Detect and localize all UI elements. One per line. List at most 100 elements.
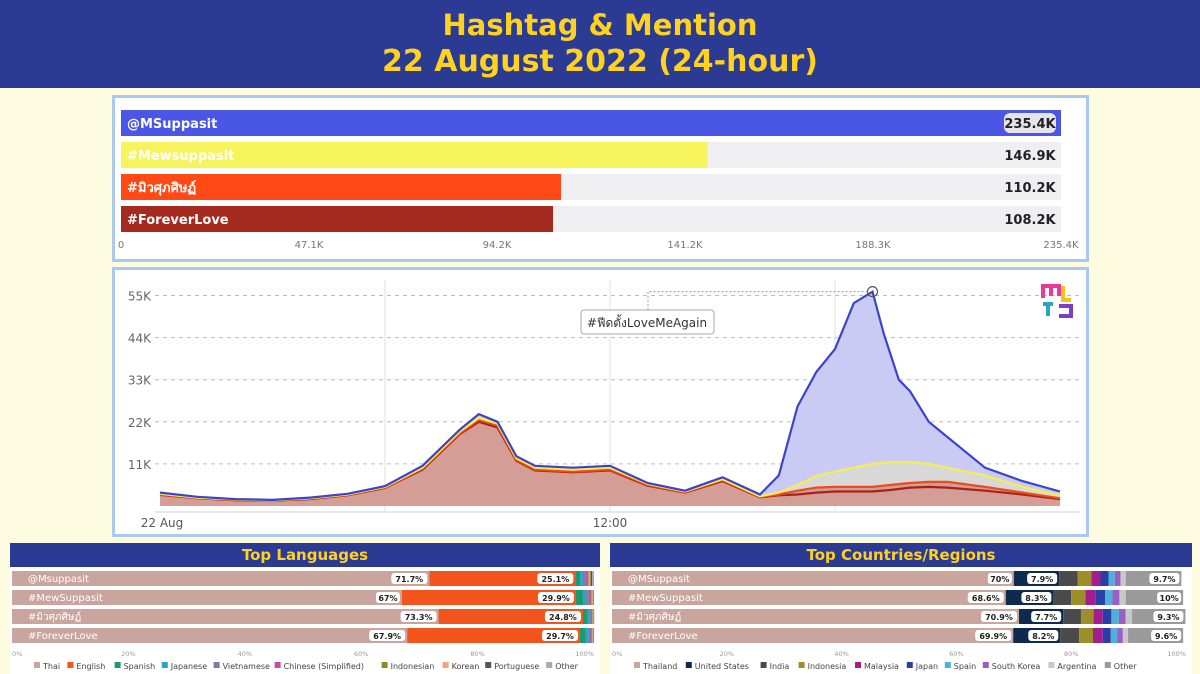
legend-swatch	[442, 662, 449, 668]
value-pill	[1004, 113, 1056, 133]
segment-value: 10%	[1160, 594, 1179, 603]
value-pill	[391, 573, 428, 584]
stack-segment	[1071, 590, 1086, 605]
y-tick-label: 11K	[128, 458, 152, 472]
legend-label: Spain	[954, 662, 976, 671]
legend-swatch	[982, 662, 989, 668]
stack-segment	[592, 628, 593, 643]
stack-segment	[1110, 628, 1118, 643]
x-tick-label: 0%	[612, 650, 622, 658]
row-label: #MewSuppasit	[628, 593, 703, 604]
segment-value: 70.9%	[985, 613, 1013, 622]
stack-segment	[592, 609, 594, 624]
segment-value: 8.2%	[1032, 632, 1054, 641]
stack-segment	[592, 628, 594, 643]
stack-segment	[591, 609, 593, 624]
x-tick-label: 12:00	[593, 516, 628, 530]
segment-value: 9.7%	[1153, 575, 1175, 584]
legend-swatch	[634, 662, 640, 668]
stack-segment	[588, 590, 591, 605]
stack-segment	[592, 590, 594, 605]
stack-segment	[612, 628, 1014, 643]
row-label: @Msuppasit	[28, 574, 89, 585]
stack-segment	[580, 571, 583, 586]
segment-value: 25.1%	[541, 575, 569, 584]
timeline-area-chart: 11K 22K 33K 44K 55K #ฟีดตั้งLoveMeAgain 22 Aug…	[128, 280, 1080, 530]
segment-value: 70%	[990, 575, 1009, 584]
legend-swatch	[798, 662, 805, 668]
value-pill	[1004, 145, 1056, 165]
x-tick-label: 0	[118, 240, 124, 251]
stack-segment	[593, 609, 595, 624]
stack-segment	[1102, 609, 1112, 624]
legend-label: English	[76, 662, 105, 671]
y-tick-label: 44K	[128, 332, 152, 346]
segment-value: 7.9%	[1031, 575, 1053, 584]
value-pill	[987, 573, 1012, 584]
stack-segment	[582, 571, 586, 586]
bar-value: 146.9K	[1004, 149, 1056, 164]
stack-segment	[1059, 571, 1078, 586]
value-pill	[1004, 209, 1056, 229]
legend-swatch	[274, 662, 281, 668]
row-label: #มิวศุภศิษฏ์	[28, 611, 81, 623]
bar-label: #ForeverLove	[127, 213, 229, 228]
top-languages-chart: @Msuppasit 71.7% 25.1% #MewSuppasit 67% 29.9%…	[12, 571, 595, 671]
logo-stroke	[1059, 304, 1073, 318]
segment-value: 29.7%	[546, 632, 574, 641]
stack-segment	[1085, 590, 1096, 605]
value-pill	[542, 630, 579, 641]
x-tick-label: 100%	[575, 650, 594, 658]
stack-segment	[1105, 590, 1113, 605]
x-tick-label: 60%	[949, 650, 963, 658]
stack-segment	[1080, 609, 1094, 624]
legend-label: Malaysia	[864, 662, 899, 671]
stack-segment	[593, 628, 595, 643]
series-line	[159, 289, 1061, 502]
stack-segment	[592, 571, 594, 586]
value-pill	[1153, 611, 1184, 622]
legend-label: Indonesian	[391, 662, 435, 671]
bar	[121, 142, 708, 168]
x-tick-label: 100%	[1167, 650, 1186, 658]
top-countries-title: Top Countries/Regions	[610, 543, 1192, 567]
legend-label: South Korea	[992, 662, 1041, 671]
legend-swatch	[546, 662, 553, 668]
row-label: #ForeverLove	[628, 631, 698, 642]
legend-swatch	[760, 662, 767, 668]
stack-segment	[1060, 628, 1080, 643]
stack-segment	[12, 609, 439, 624]
series-area	[160, 421, 1060, 506]
bar-label: #มิวศุภศิษฏ์	[127, 180, 196, 196]
stack-segment	[1120, 571, 1126, 586]
x-tick-label: 0%	[12, 650, 22, 658]
stack-segment	[585, 571, 588, 586]
stack-segment	[1063, 609, 1081, 624]
stack-segment	[1053, 590, 1072, 605]
stack-segment	[593, 590, 595, 605]
stack-segment	[407, 628, 581, 643]
value-pill	[980, 611, 1017, 622]
page-subtitle: 22 August 2022 (24-hour)	[382, 44, 818, 79]
value-pill	[967, 592, 1004, 603]
legend-label: Spanish	[124, 662, 156, 671]
stack-segment	[612, 609, 1019, 624]
segment-value: 67.9%	[373, 632, 401, 641]
legend-swatch	[685, 662, 692, 668]
stack-segment	[12, 571, 430, 586]
bar-value: 235.4K	[1004, 117, 1056, 132]
x-tick-label: 47.1K	[295, 240, 324, 251]
legend-label: Thai	[42, 662, 60, 671]
value-pill	[975, 630, 1012, 641]
value-pill	[1004, 177, 1056, 197]
bar	[121, 206, 554, 232]
x-tick-label: 40%	[238, 650, 252, 658]
stack-segment	[612, 590, 1006, 605]
stack-segment	[592, 609, 593, 624]
x-tick-label: 141.2K	[667, 240, 703, 251]
mentions-bar-chart: @MSuppasit 235.4K #Mewsuppasit 146.9K #มิวศุ…	[118, 110, 1079, 251]
logo-stroke	[1061, 286, 1071, 302]
stack-segment	[1093, 609, 1103, 624]
stack-segment	[588, 571, 591, 586]
stack-segment	[1091, 571, 1101, 586]
